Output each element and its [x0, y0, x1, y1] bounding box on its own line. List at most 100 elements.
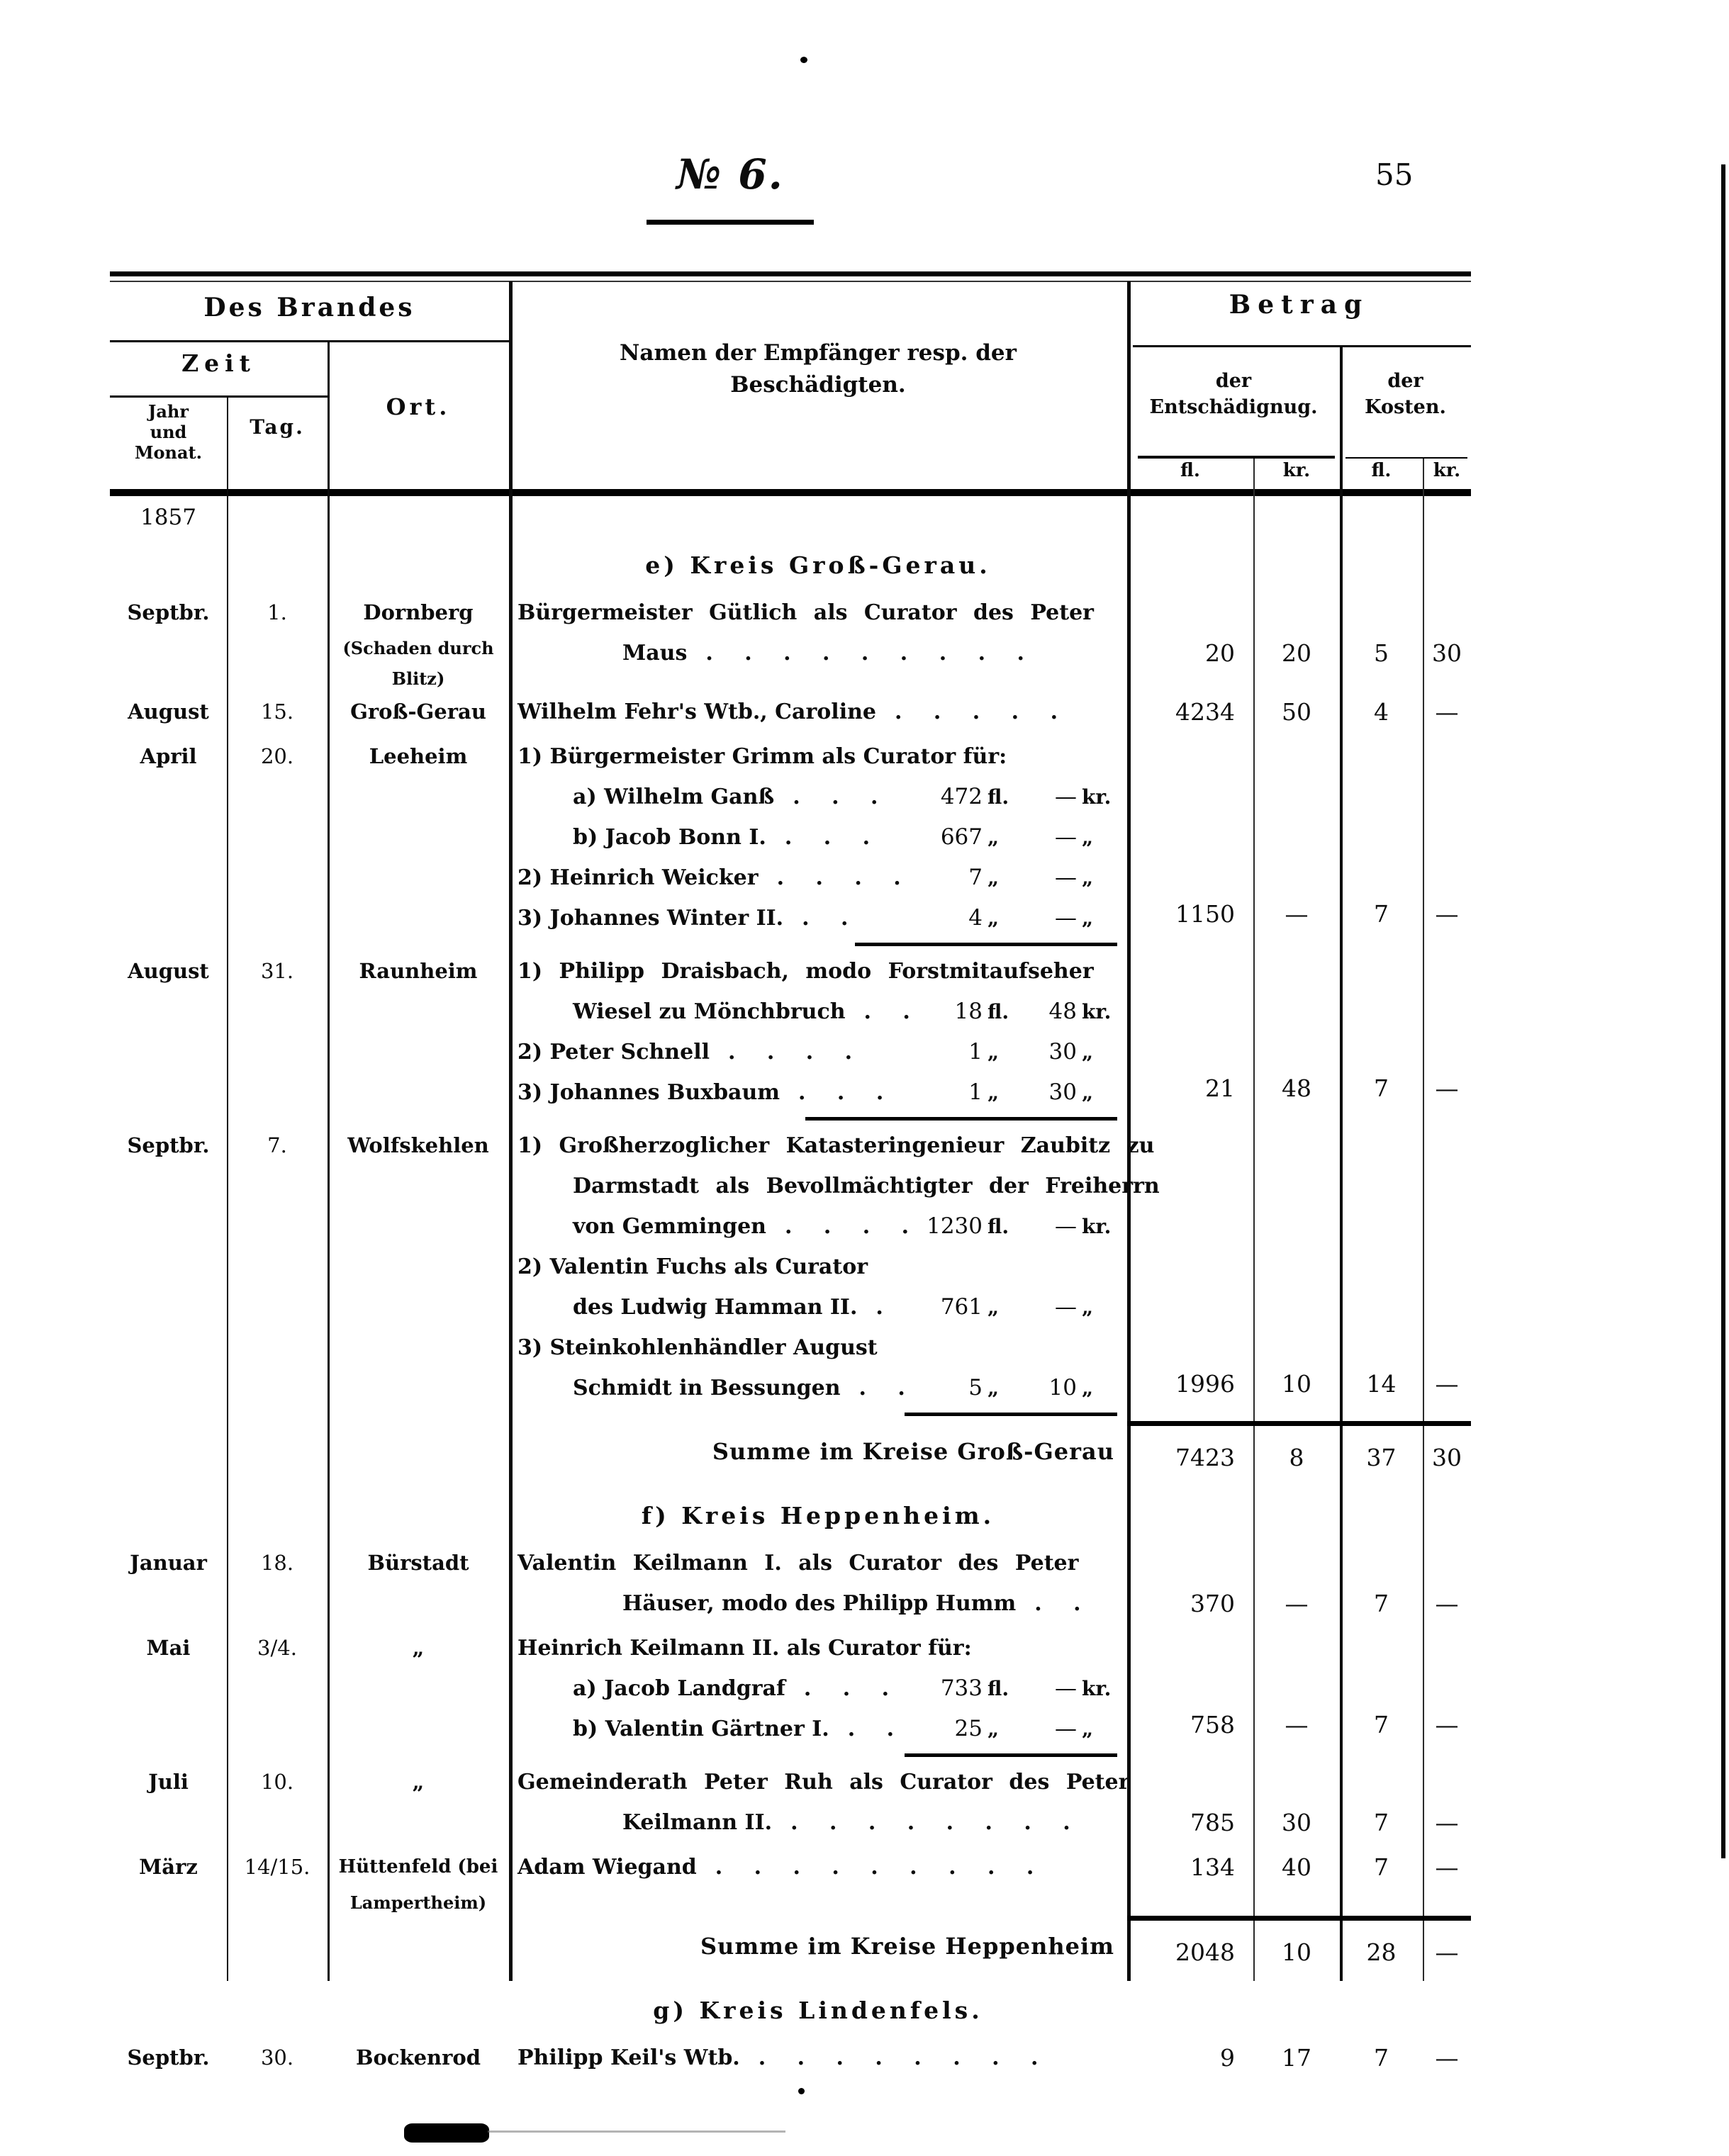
value-kosten-kr: — — [1435, 1711, 1459, 1739]
kreuzer-unit: kr. — [1082, 785, 1112, 809]
entry-text: Gemeinderath Peter Ruh als Curator des P… — [517, 1770, 1130, 1795]
column-header-kosten: der Kosten. — [1340, 368, 1471, 420]
divider-namen-betrag — [1127, 281, 1131, 1981]
table-row: Januar 18. Bürstadt Valentin Keilmann I.… — [110, 1543, 1471, 1628]
table-top-rule — [110, 271, 1471, 276]
column-group-zeit: Zeit — [181, 349, 256, 377]
fire-day: 30. — [260, 2045, 294, 2070]
place-line: Wolfskehlen — [347, 1133, 489, 1157]
entry-text: a) Wilhelm Ganß — [573, 785, 775, 809]
rule-under-betrag — [1133, 345, 1471, 347]
subtotal-rule — [905, 1413, 1117, 1416]
fire-place: Hüttenfeld (bei Lampertheim) — [328, 1847, 509, 1913]
year-label: 1857 — [140, 505, 196, 530]
recipient-entry: 1) Großherzoglicher Katasteringenieur Za… — [509, 1125, 1160, 1421]
column-group-betrag: Betrag — [1229, 290, 1370, 320]
value-kosten-fl: 5 — [1374, 639, 1389, 667]
fire-day: 18. — [260, 1551, 294, 1575]
amount-florins: 667 — [940, 824, 983, 850]
dot-leader: . . . . — [784, 1214, 910, 1239]
place-note-line: (Schaden durch — [342, 638, 494, 658]
value-entsch-fl: 21 — [1205, 1074, 1235, 1102]
amount-florins: 4 — [968, 905, 983, 931]
table-top-rule-thin — [110, 281, 1471, 282]
fire-month: Septbr. — [127, 600, 210, 624]
compensation-table: Des Brandes Zeit Jahr und Monat. Tag. Or… — [110, 271, 1471, 2072]
rule-under-des-brandes — [110, 340, 509, 342]
value-entsch-fl: 20 — [1205, 639, 1235, 667]
entry-text: Keilmann II. — [622, 1810, 773, 1835]
entry-text: b) Jacob Bonn I. — [573, 825, 766, 850]
inline-amount: 1 „ 30 „ — [914, 1072, 1117, 1113]
amount-kreuzer: — — [1055, 1716, 1077, 1741]
value-kosten-kr: — — [1435, 1074, 1459, 1102]
issue-number-underline — [647, 220, 814, 225]
column-group-des-brandes: Des Brandes — [203, 293, 415, 322]
value-entsch-fl: 9 — [1220, 2044, 1235, 2072]
place-line: Dornberg — [363, 600, 474, 624]
column-header-jahr-monat: Jahr und Monat. — [110, 401, 227, 463]
entry-text: 2) Valentin Fuchs als Curator — [517, 1254, 868, 1279]
kreuzer-unit: „ — [1082, 826, 1094, 849]
inline-amount: 5 „ 10 „ — [914, 1368, 1117, 1408]
kreuzer-unit: „ — [1082, 1296, 1094, 1319]
subtotal-rule — [805, 1117, 1117, 1121]
sum-kosten-kr: 30 — [1423, 1421, 1471, 1486]
entsch-line1: der — [1215, 370, 1252, 392]
value-entsch-fl: 1996 — [1175, 1370, 1235, 1398]
entry-text: 2) Heinrich Weicker — [517, 865, 759, 890]
inline-amount: 25 „ — „ — [914, 1709, 1117, 1749]
amount-kreuzer: — — [1055, 1294, 1077, 1320]
value-entsch-kr: — — [1285, 1590, 1309, 1617]
ditto-mark: „ — [412, 1770, 425, 1794]
place-line: Hüttenfeld (bei — [338, 1856, 498, 1877]
dot-leader: . . — [847, 1717, 895, 1741]
florins-unit: „ — [987, 826, 1000, 849]
sum-entsch-fl: 7423 — [1127, 1421, 1253, 1486]
value-entsch-fl: 134 — [1190, 1853, 1235, 1881]
fire-day: 10. — [260, 1770, 294, 1794]
fire-place: Leeheim — [328, 736, 509, 777]
table-row: August 15. Groß-Gerau Wilhelm Fehr's Wtb… — [110, 692, 1471, 736]
und-line: und — [150, 422, 187, 442]
value-kosten-fl: 7 — [1374, 1711, 1389, 1739]
dot-leader: . . — [1034, 1591, 1081, 1616]
fire-month: August — [128, 959, 209, 983]
column-header-namen: Namen der Empfänger resp. der Beschädigt… — [509, 337, 1127, 401]
dot-leader: . . . . . . . . . — [715, 1855, 1034, 1880]
value-kosten-fl: 14 — [1366, 1370, 1397, 1398]
dot-leader: . . . — [798, 1080, 884, 1105]
table-row: April 20. Leeheim 1) Bürgermeister Grimm… — [110, 736, 1471, 951]
entry-text: Adam Wiegand — [517, 1855, 697, 1880]
value-kosten-kr: — — [1435, 1809, 1459, 1836]
table-row: März 14/15. Hüttenfeld (bei Lampertheim)… — [110, 1847, 1471, 1916]
scan-edge-artifact — [1721, 164, 1725, 1858]
fire-place-ditto: „ — [328, 1628, 509, 1668]
issue-number-label: № 6. — [676, 150, 784, 198]
sum-row-heppenheim: Summe im Kreise Heppenheim 2048 10 28 — — [110, 1916, 1471, 1981]
inline-amount: 472 fl. — kr. — [914, 777, 1117, 817]
scan-streak-artifact — [488, 2130, 785, 2133]
amount-florins: 5 — [968, 1375, 983, 1400]
entry-text: 3) Johannes Buxbaum — [517, 1080, 780, 1105]
entry-text: 1) Bürgermeister Grimm als Curator für: — [517, 744, 1007, 769]
table-row: Septbr. 30. Bockenrod Philipp Keil's Wtb… — [110, 2038, 1471, 2082]
entry-text: 3) Johannes Winter II. — [517, 906, 784, 931]
amount-kreuzer: — — [1055, 1675, 1077, 1701]
fire-day: 15. — [260, 700, 294, 724]
florins-unit: „ — [987, 906, 1000, 930]
amount-florins: 1230 — [927, 1213, 983, 1239]
column-header-tag: Tag. — [250, 415, 305, 439]
recipient-entry: Heinrich Keilmann II. als Curator für: a… — [509, 1628, 1127, 1762]
value-kosten-kr: — — [1435, 1853, 1459, 1881]
rule-under-zeit — [110, 395, 328, 398]
fire-day: 1. — [267, 600, 287, 624]
fire-place: Bockenrod — [328, 2038, 509, 2078]
divider-entsch-kosten — [1340, 345, 1343, 1981]
column-header-entschaedigung: der Entschädignug. — [1127, 368, 1340, 420]
unit-entsch-fl: fl. — [1180, 460, 1200, 481]
monat-line: Monat. — [134, 442, 202, 463]
fire-month: Septbr. — [127, 1133, 210, 1157]
value-entsch-fl: 4234 — [1175, 698, 1235, 726]
value-kosten-kr: — — [1435, 1370, 1459, 1398]
